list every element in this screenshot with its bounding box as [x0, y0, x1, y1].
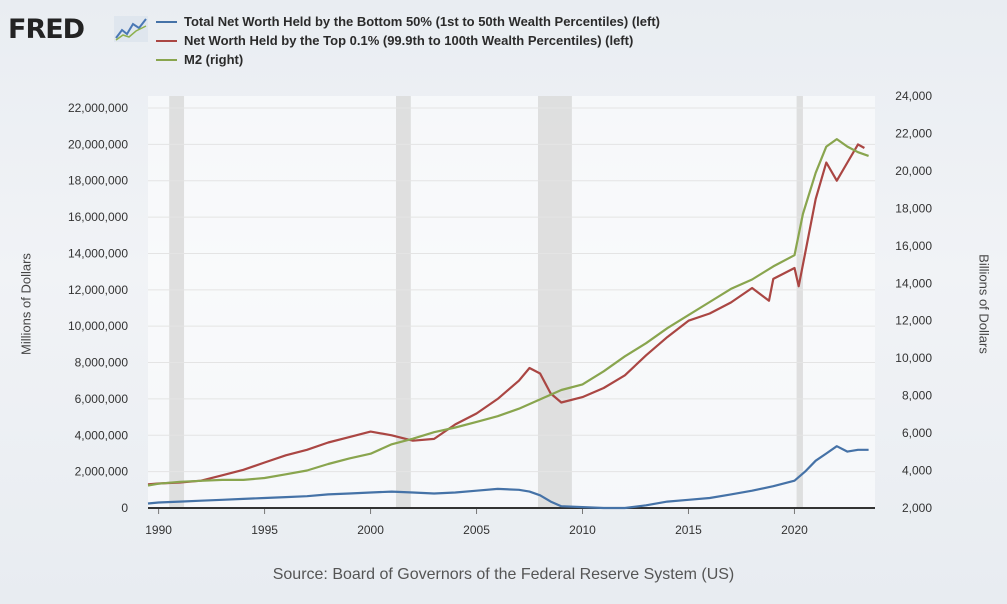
legend-label: Total Net Worth Held by the Bottom 50% (… — [184, 14, 660, 29]
recession-band — [537, 96, 572, 508]
y-right-tick-label: 16,000 — [895, 239, 932, 253]
legend-swatch — [156, 20, 177, 23]
legend-swatch — [156, 58, 177, 61]
y-tick-label: 16,000,000 — [68, 210, 128, 224]
x-tick-label: 1995 — [251, 523, 278, 537]
series-line-3 — [147, 138, 869, 487]
x-tick-label: 1990 — [145, 523, 172, 537]
legend: Total Net Worth Held by the Bottom 50% (… — [156, 12, 660, 69]
legend-item[interactable]: Net Worth Held by the Top 0.1% (99.9th t… — [156, 31, 660, 50]
y-right-tick-label: 20,000 — [895, 164, 932, 178]
legend-label: Net Worth Held by the Top 0.1% (99.9th t… — [184, 33, 634, 48]
y-tick-label: 2,000,000 — [75, 465, 129, 479]
x-tick-label: 2015 — [675, 523, 702, 537]
y-tick-label: 14,000,000 — [68, 246, 128, 260]
legend-label: M2 (right) — [184, 52, 244, 67]
legend-swatch — [156, 39, 177, 42]
chart-line-icon — [114, 16, 148, 42]
y-tick-label: 10,000,000 — [68, 319, 128, 333]
right-axis-title: Billions of Dollars — [976, 254, 992, 354]
recession-band — [395, 96, 411, 508]
y-tick-label: 0 — [121, 501, 128, 515]
y-right-tick-label: 18,000 — [895, 201, 932, 215]
recession-band — [796, 96, 803, 508]
y-right-tick-label: 14,000 — [895, 276, 932, 290]
y-right-tick-label: 24,000 — [895, 89, 932, 103]
y-right-tick-label: 22,000 — [895, 126, 932, 140]
y-right-tick-label: 12,000 — [895, 314, 932, 328]
plot-area — [148, 96, 875, 508]
x-tick-label: 2005 — [463, 523, 490, 537]
y-right-tick-label: 4,000 — [902, 464, 932, 478]
y-tick-label: 18,000,000 — [68, 174, 128, 188]
legend-item[interactable]: Total Net Worth Held by the Bottom 50% (… — [156, 12, 660, 31]
y-tick-label: 4,000,000 — [75, 428, 129, 442]
y-right-tick-label: 6,000 — [902, 426, 932, 440]
y-right-tick-label: 2,000 — [902, 501, 932, 515]
x-tick-label: 2010 — [569, 523, 596, 537]
y-right-tick-label: 8,000 — [902, 389, 932, 403]
y-tick-label: 22,000,000 — [68, 101, 128, 115]
recession-band — [169, 96, 185, 508]
y-tick-label: 20,000,000 — [68, 137, 128, 151]
fred-logo[interactable]: FRED — [8, 14, 85, 45]
y-right-tick-label: 10,000 — [895, 351, 932, 365]
x-tick-label: 2020 — [781, 523, 808, 537]
y-tick-label: 6,000,000 — [75, 392, 129, 406]
left-axis-title: Millions of Dollars — [18, 253, 34, 355]
source-note: Source: Board of Governors of the Federa… — [272, 566, 735, 583]
x-tick-label: 2000 — [357, 523, 384, 537]
legend-item[interactable]: M2 (right) — [156, 50, 660, 69]
y-tick-label: 12,000,000 — [68, 283, 128, 297]
series-line-1 — [147, 445, 869, 510]
y-tick-label: 8,000,000 — [75, 356, 129, 370]
